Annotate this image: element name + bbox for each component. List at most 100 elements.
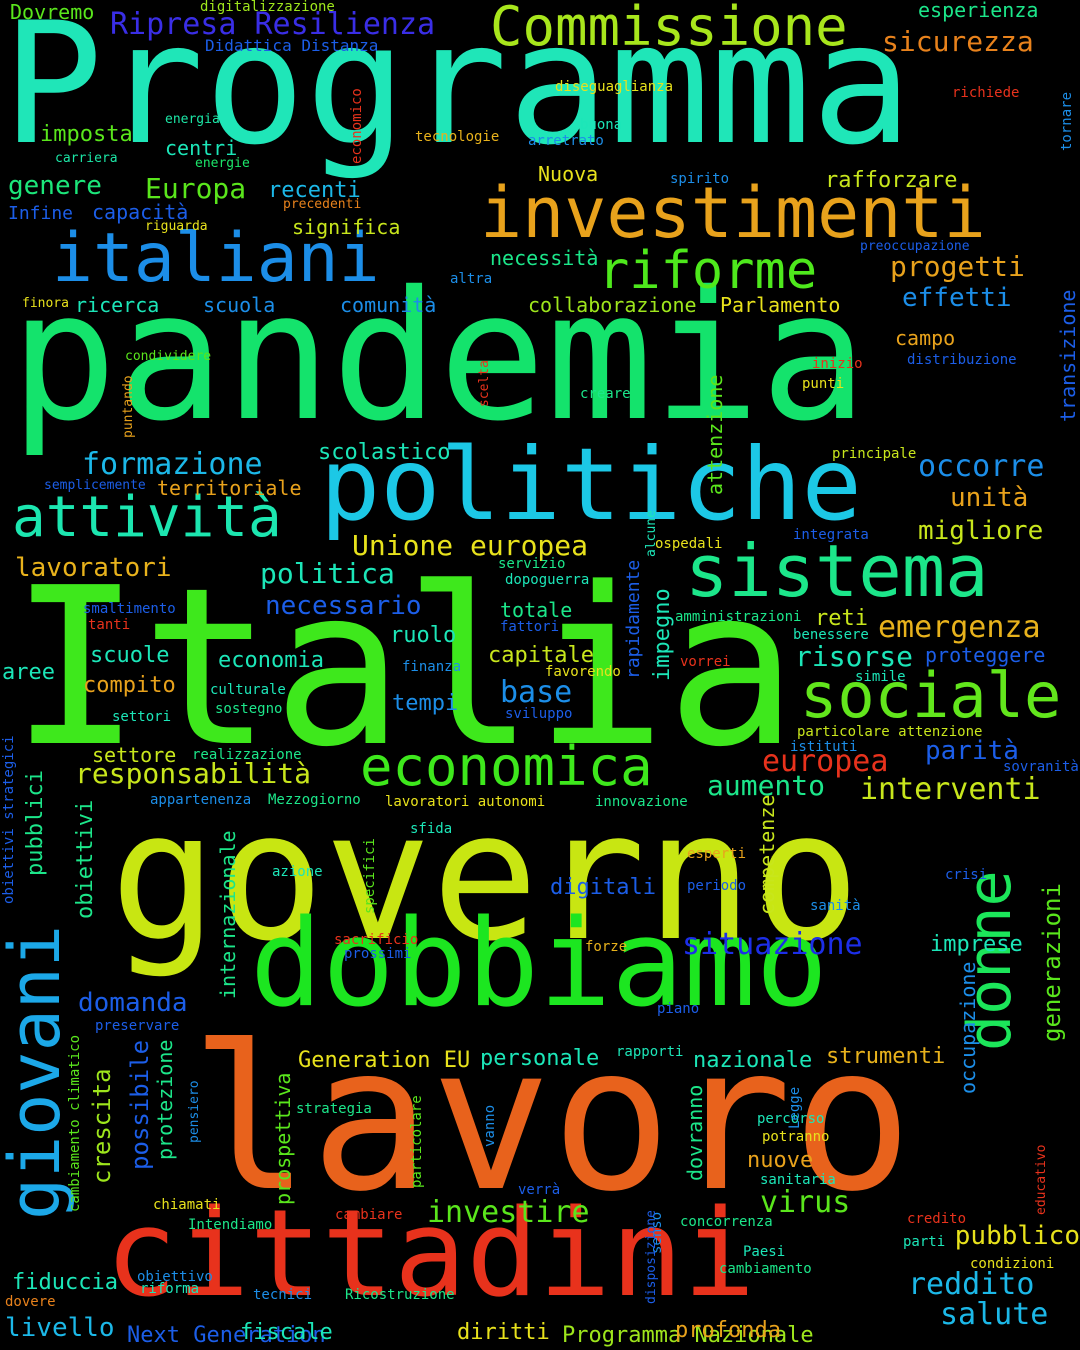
cloud-word: impegno [650, 588, 675, 681]
cloud-word: esperti [687, 846, 747, 862]
cloud-word: piano [657, 1001, 700, 1017]
cloud-word: benessere [793, 627, 869, 643]
cloud-word: appartenenza [150, 792, 252, 808]
cloud-word: totale [500, 598, 573, 622]
cloud-word: integrata [793, 527, 869, 543]
cloud-word: pubblico [954, 1221, 1080, 1251]
cloud-word: Europa [145, 172, 247, 205]
cloud-word: educativo [1034, 1144, 1049, 1215]
cloud-word: energie [195, 156, 250, 171]
cloud-word: italiani [52, 219, 380, 298]
cloud-word: puntando [121, 375, 136, 438]
cloud-word: tecnici [253, 1287, 313, 1303]
cloud-word: necessità [490, 246, 599, 270]
cloud-word: rapporti [616, 1044, 684, 1060]
cloud-word: sacrificio [334, 932, 419, 948]
cloud-word: Intendiamo [188, 1217, 273, 1233]
cloud-word: Paesi [743, 1244, 786, 1260]
cloud-word: settore [92, 743, 177, 767]
cloud-word: pandemia [10, 253, 868, 460]
cloud-word: protezione [153, 1039, 177, 1160]
cloud-word: prospettiva [271, 1072, 295, 1205]
cloud-word: risorse [795, 640, 914, 673]
cloud-word: sfida [410, 821, 453, 837]
cloud-word: digitalizzazione [200, 0, 335, 15]
cloud-word: attenzione [703, 374, 727, 495]
cloud-word: economico [349, 88, 365, 164]
cloud-word: possibile [126, 1039, 154, 1170]
cloud-word: reddito [908, 1267, 1035, 1302]
cloud-word: altra [450, 271, 493, 287]
cloud-word: livello [5, 1313, 115, 1343]
cloud-word: preoccupazione [860, 239, 970, 254]
cloud-word: esperienza [918, 0, 1039, 22]
cloud-word: genere [8, 171, 102, 201]
cloud-word: occorre [918, 449, 1045, 484]
cloud-word: Ricostruzione [345, 1287, 455, 1303]
cloud-word: dobbiamo [250, 895, 828, 1034]
cloud-word: unità [950, 483, 1029, 513]
cloud-word: crescita [88, 1068, 116, 1184]
cloud-word: creare [580, 386, 631, 402]
cloud-word: domanda [78, 988, 188, 1018]
cloud-word: cittadini [105, 1185, 756, 1324]
cloud-word: migliore [918, 516, 1044, 546]
cloud-word: dovere [5, 1294, 56, 1310]
cloud-word: simile [855, 669, 906, 685]
cloud-word: proteggere [925, 643, 1046, 667]
cloud-word: riforma [140, 1281, 200, 1297]
cloud-word: comunità [340, 293, 437, 317]
cloud-word: sanitaria [760, 1172, 836, 1188]
cloud-word: parità [925, 736, 1019, 766]
cloud-word: arretrato [528, 133, 604, 149]
cloud-word: servizio [498, 556, 566, 572]
cloud-word: inizio [812, 356, 863, 372]
cloud-word: pubblici [23, 770, 48, 876]
cloud-word: principale [832, 446, 917, 462]
cloud-word: capacità [92, 200, 189, 224]
cloud-word: precedenti [283, 197, 362, 212]
cloud-word: amministrazioni [675, 609, 802, 625]
cloud-word: percorso [757, 1111, 825, 1127]
cloud-word: strategia [296, 1101, 372, 1117]
cloud-word: economica [360, 735, 653, 798]
cloud-word: dovranno [683, 1084, 707, 1181]
cloud-word: punti [802, 376, 845, 392]
cloud-word: nuove [747, 1148, 814, 1173]
cloud-word: digitali [550, 875, 656, 900]
cloud-word: rafforzare [825, 168, 958, 193]
cloud-word: vanno [482, 1104, 498, 1147]
cloud-word: europea [762, 744, 889, 779]
cloud-word: cambiamento climatico [67, 1034, 83, 1212]
cloud-word: imprese [930, 932, 1023, 957]
cloud-word: disposizione [644, 1210, 659, 1304]
cloud-word: cambiamento [719, 1261, 812, 1277]
cloud-word: Next Generation [127, 1323, 326, 1348]
cloud-word: diritti [457, 1320, 550, 1345]
cloud-word: Unione europea [352, 529, 589, 562]
cloud-word: richiede [952, 85, 1020, 101]
cloud-word: particolare [409, 1095, 425, 1188]
cloud-word: Legge [787, 1086, 803, 1129]
cloud-word: progetti [890, 250, 1025, 283]
cloud-word: finora [22, 296, 69, 311]
cloud-word: prossimi [344, 946, 412, 962]
cloud-word: Italia [10, 542, 798, 795]
cloud-word: obiettivi [73, 799, 98, 919]
cloud-word: Mezzogiorno [268, 792, 361, 808]
cloud-word: Nuova [538, 162, 599, 186]
cloud-word: investimenti [480, 172, 986, 254]
cloud-word: sovranità [1003, 759, 1079, 775]
cloud-word: necessario [265, 591, 422, 621]
cloud-word: politica [260, 557, 395, 590]
cloud-word: fiscale [240, 1320, 333, 1345]
cloud-word: attività [12, 485, 282, 550]
cloud-word: Commissione [490, 0, 848, 58]
cloud-word: significa [292, 215, 401, 239]
cloud-word: lavoratori autonomi [385, 794, 546, 810]
cloud-word: riforme [598, 241, 818, 301]
cloud-word: Generation EU [298, 1048, 471, 1073]
cloud-word: Dovremo [10, 0, 95, 24]
cloud-word: Programma [2, 0, 913, 182]
